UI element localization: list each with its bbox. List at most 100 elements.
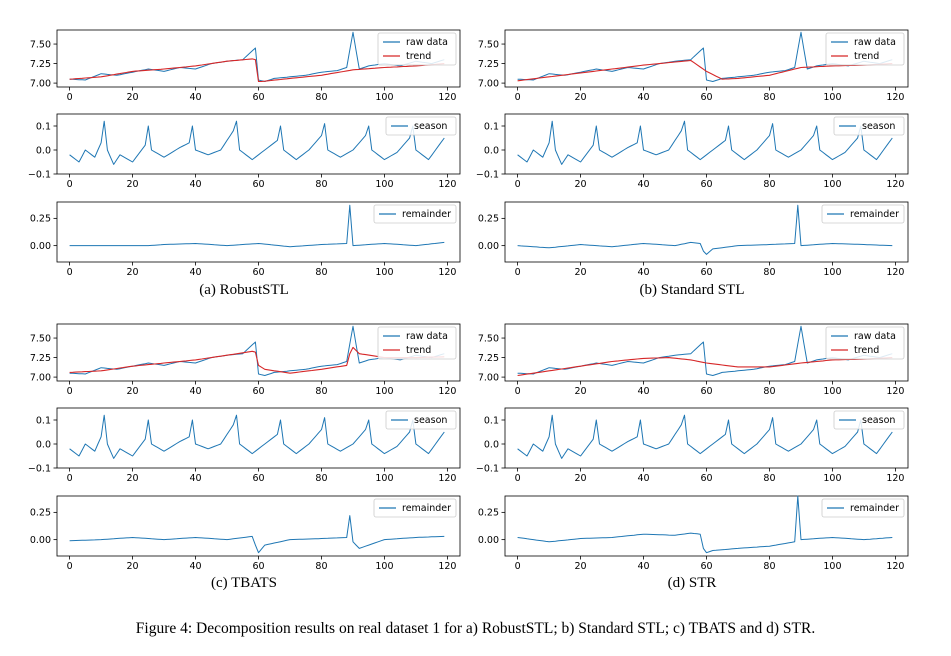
panel-c-season-xtick-label: 120 (438, 473, 456, 484)
panel-b-season-xtick-label: 20 (575, 179, 587, 190)
panel-c-season-ytick-label: 0.1 (36, 415, 51, 426)
panel-b-remainder-xtick-label: 40 (637, 267, 649, 278)
panel-c-season-legend-label-season: season (414, 415, 447, 426)
figure-caption: Figure 4: Decomposition results on real … (135, 620, 816, 637)
panel-b-raw-legend-box (825, 32, 905, 66)
panel-a-remainder-xtick-label: 20 (127, 267, 139, 278)
panel-b-remainder-xtick-label: 100 (823, 267, 841, 278)
panel-a-season-xtick-label: 0 (67, 179, 73, 190)
panel-d-raw-xtick-label: 120 (886, 386, 904, 397)
panel-c-season-xtick-label: 20 (127, 473, 139, 484)
panel-d-remainder-xtick-label: 100 (823, 561, 841, 572)
panel-c-raw-xtick-label: 0 (67, 386, 73, 397)
panel-c-raw-legend-label-raw: raw data (406, 331, 448, 342)
panel-a-season-legend-label-season: season (414, 121, 447, 132)
panel-a-remainder-xtick-label: 40 (189, 267, 201, 278)
panel-a-season-season-line (69, 120, 445, 165)
panel-a-remainder-xtick-label: 60 (252, 267, 264, 278)
panel-b-raw-trend-line (517, 59, 893, 82)
panel-caption-c: (c) TBATS (211, 575, 277, 591)
panel-c-remainder-legend-box (373, 498, 457, 518)
panel-b-raw-xtick-label: 80 (763, 92, 775, 103)
panel-d-remainder-xtick-label: 20 (575, 561, 587, 572)
panel-b-season-ytick-label: −0.1 (476, 169, 499, 180)
panel-d-raw-xtick-label: 20 (575, 386, 587, 397)
panel-c-remainder-xtick-label: 100 (375, 561, 393, 572)
panel-b-remainder-legend-label-remainder: remainder (850, 209, 899, 220)
panel-c-raw-legend-label-trend: trend (406, 345, 431, 356)
panel-c-remainder-remainder-line (69, 515, 445, 554)
panel-a-raw-trend-line (69, 58, 445, 83)
panel-d-remainder-xtick-label: 60 (700, 561, 712, 572)
panel-b-season-ytick-label: 0.1 (484, 121, 499, 132)
panel-d-remainder-xtick-label: 80 (763, 561, 775, 572)
panel-d-raw-ytick-label: 7.00 (478, 372, 499, 383)
panel-c-remainder-xtick-label: 40 (189, 561, 201, 572)
panel-c-season-xtick-label: 0 (67, 473, 73, 484)
panel-c-remainder-xtick-label: 120 (438, 561, 456, 572)
panel-a-season-xtick-label: 120 (438, 179, 456, 190)
panel-d-raw-xtick-label: 0 (515, 386, 521, 397)
panel-b-raw-xtick-label: 0 (515, 92, 521, 103)
panel-d-season-xtick-label: 0 (515, 473, 521, 484)
panel-c-raw-ytick-label: 7.00 (30, 372, 51, 383)
panel-c-remainder-legend-label-remainder: remainder (402, 503, 451, 514)
panel-c-raw-xtick-label: 40 (189, 386, 201, 397)
panel-c-season-xtick-label: 100 (375, 473, 393, 484)
panel-b-season-xtick-label: 0 (515, 179, 521, 190)
panel-b-season-xtick-label: 60 (700, 179, 712, 190)
panel-d-raw-ytick-label: 7.50 (478, 333, 499, 344)
panel-a-remainder-remainder-line (69, 204, 445, 248)
panel-b-season-xtick-label: 40 (637, 179, 649, 190)
panel-d-remainder-remainder-line (517, 495, 893, 554)
panel-b-raw-legend-label-raw: raw data (854, 37, 896, 48)
panel-b-season-season-line (517, 120, 893, 165)
panel-b-raw-ytick-label: 7.50 (478, 39, 499, 50)
panel-a-remainder-xtick-label: 100 (375, 267, 393, 278)
panel-b-season-ytick-label: 0.0 (484, 145, 499, 156)
panel-c-raw-xtick-label: 120 (438, 386, 456, 397)
panel-b-raw-ytick-label: 7.00 (478, 78, 499, 89)
panel-a-raw-xtick-label: 120 (438, 92, 456, 103)
panel-c-remainder-xtick-label: 0 (67, 561, 73, 572)
panel-c-season-season-line (69, 414, 445, 459)
panel-d-remainder-xtick-label: 40 (637, 561, 649, 572)
panel-d-raw-legend-label-trend: trend (854, 345, 879, 356)
panel-d-season-xtick-label: 60 (700, 473, 712, 484)
panel-c-raw-xtick-label: 20 (127, 386, 139, 397)
panel-a-raw-xtick-label: 0 (67, 92, 73, 103)
panel-c-raw-xtick-label: 60 (252, 386, 264, 397)
panel-c-raw-legend-box (377, 326, 457, 360)
panel-a-remainder-ytick-label: 0.00 (30, 241, 51, 252)
panel-d-season-xtick-label: 100 (823, 473, 841, 484)
panel-b-remainder-ytick-label: 0.00 (478, 241, 499, 252)
panel-a-remainder-ytick-label: 0.25 (30, 214, 51, 225)
panel-d-season-ytick-label: 0.1 (484, 415, 499, 426)
panel-c-remainder-xtick-label: 80 (315, 561, 327, 572)
panel-b-season-legend-box (833, 116, 905, 136)
panel-c-season-legend-box (385, 410, 457, 430)
panel-d-remainder-ytick-label: 0.00 (478, 535, 499, 546)
panel-c-raw-xtick-label: 80 (315, 386, 327, 397)
panel-a-raw-xtick-label: 60 (252, 92, 264, 103)
panel-c-raw-xtick-label: 100 (375, 386, 393, 397)
panel-d-season-legend-label-season: season (862, 415, 895, 426)
panel-a-raw-legend-label-raw: raw data (406, 37, 448, 48)
panel-a-remainder-xtick-label: 0 (67, 267, 73, 278)
panel-c-remainder-xtick-label: 60 (252, 561, 264, 572)
panel-d-season-xtick-label: 40 (637, 473, 649, 484)
panel-a-season-xtick-label: 40 (189, 179, 201, 190)
panel-d-raw-ytick-label: 7.25 (478, 353, 499, 364)
panel-a-raw-xtick-label: 100 (375, 92, 393, 103)
panel-d-raw-legend-box (825, 326, 905, 360)
panel-d-remainder-xtick-label: 120 (886, 561, 904, 572)
panel-d-season-xtick-label: 20 (575, 473, 587, 484)
panel-b-season-xtick-label: 120 (886, 179, 904, 190)
panel-d-raw-trend-line (517, 357, 893, 377)
panel-d-season-ytick-label: 0.0 (484, 439, 499, 450)
panel-b-remainder-ytick-label: 0.25 (478, 214, 499, 225)
panel-c-remainder-xtick-label: 20 (127, 561, 139, 572)
panel-a-remainder-xtick-label: 120 (438, 267, 456, 278)
panel-caption-d: (d) STR (667, 575, 717, 591)
